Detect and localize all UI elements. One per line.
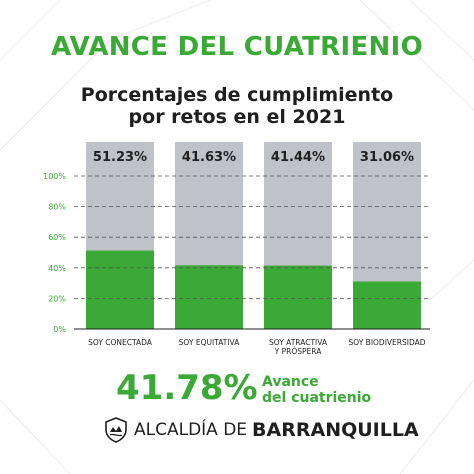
subtitle-line-2: por retos en el 2021 <box>128 106 346 128</box>
summary-value: 41.78% <box>116 368 258 408</box>
footer-name: BARRANQUILLA <box>252 419 419 441</box>
y-tick-label: 0% <box>53 325 66 334</box>
bar <box>175 265 243 329</box>
summary-label-line-2: del cuatrienio <box>262 390 372 406</box>
data-label: 31.06% <box>360 150 414 165</box>
bar <box>353 281 421 329</box>
chart-subtitle: Porcentajes de cumplimiento por retos en… <box>0 84 474 128</box>
x-tick-label: Y PRÓSPERA <box>274 347 323 356</box>
y-tick-label: 20% <box>48 294 66 303</box>
x-tick-label: SOY CONECTADA <box>88 338 153 347</box>
y-tick-label: 80% <box>48 203 66 212</box>
bar <box>86 250 154 329</box>
x-tick-label: SOY BIODIVERSIDAD <box>348 338 425 347</box>
data-label: 51.23% <box>93 150 147 165</box>
x-tick-label: SOY ATRACTIVA <box>269 338 328 347</box>
footer-prefix: ALCALDÍA DE <box>134 420 248 440</box>
summary-label: Avance del cuatrienio <box>262 374 371 406</box>
summary-label-line-1: Avance <box>262 374 319 390</box>
city-seal-icon <box>105 417 127 443</box>
page-title: AVANCE DEL CUATRIENIO <box>51 32 423 62</box>
subtitle-line-1: Porcentajes de cumplimiento <box>80 84 394 106</box>
y-tick-label: 40% <box>48 264 66 273</box>
x-tick-label: SOY EQUITATIVA <box>179 338 241 347</box>
data-label: 41.63% <box>182 150 236 165</box>
bar <box>264 265 332 329</box>
data-label: 41.44% <box>271 150 325 165</box>
footer-logo: ALCALDÍA DE BARRANQUILLA <box>104 416 419 444</box>
y-tick-label: 100% <box>43 172 66 181</box>
y-tick-label: 60% <box>48 233 66 242</box>
